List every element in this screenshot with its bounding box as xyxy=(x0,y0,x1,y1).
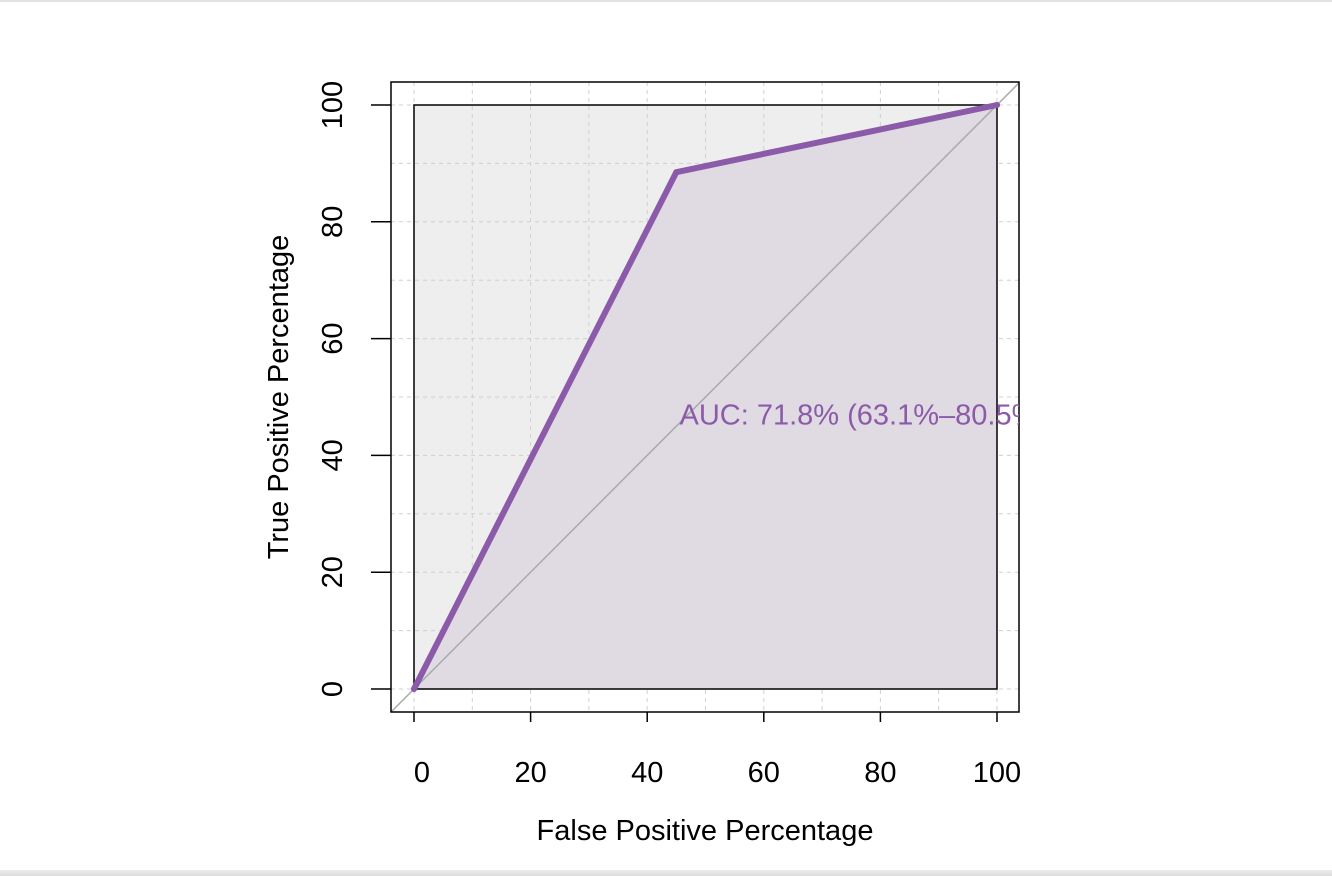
plot-frame xyxy=(390,81,1020,713)
auc-annotation: AUC: 71.8% (63.1%–80.5%) xyxy=(680,400,1048,432)
x-tick-label: 0 xyxy=(414,757,430,789)
y-tick-label: 0 xyxy=(317,681,349,697)
x-axis-title: False Positive Percentage xyxy=(537,815,874,847)
bottom-divider xyxy=(0,870,1332,876)
reference-diagonal xyxy=(391,82,1019,712)
roc-point xyxy=(673,169,680,176)
x-tick-label: 20 xyxy=(514,757,546,789)
y-tick-label: 100 xyxy=(317,81,349,129)
x-tick-label: 60 xyxy=(748,757,780,789)
data-region-border xyxy=(413,104,998,690)
roc-point xyxy=(411,686,417,692)
roc-point xyxy=(994,102,1000,108)
x-tick-label: 100 xyxy=(973,757,1021,789)
y-tick-label: 60 xyxy=(317,322,349,354)
x-tick-label: 40 xyxy=(631,757,663,789)
y-tick-label: 40 xyxy=(317,439,349,471)
x-tick-label: 80 xyxy=(864,757,896,789)
y-tick-label: 20 xyxy=(317,556,349,588)
y-axis-title: True Positive Percentage xyxy=(263,235,295,560)
top-divider xyxy=(0,0,1332,2)
y-tick-label: 80 xyxy=(317,206,349,238)
